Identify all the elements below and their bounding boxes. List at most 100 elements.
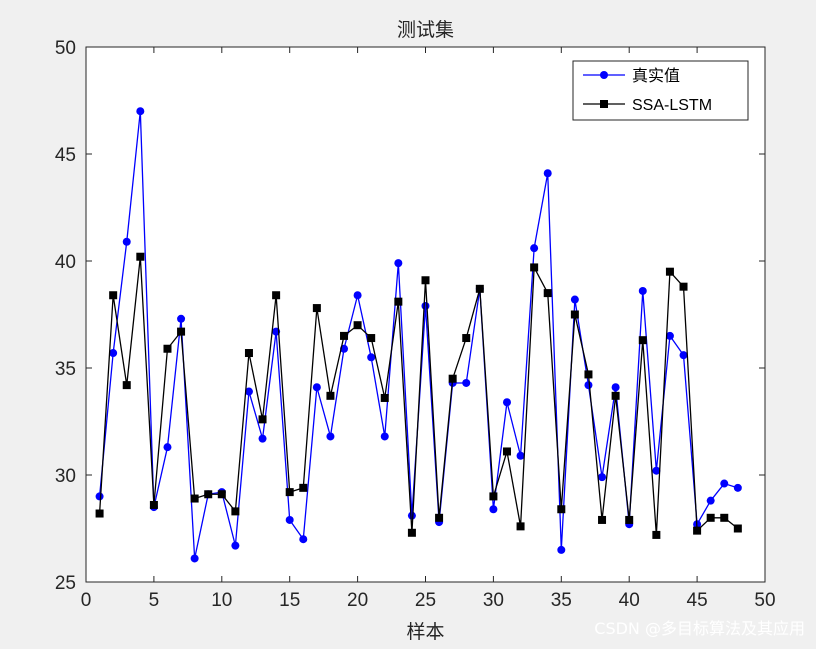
data-point [720,513,729,522]
data-point [543,169,552,178]
data-point [733,483,742,492]
data-point [190,554,199,563]
data-point [231,507,240,516]
data-point [693,526,702,535]
series-2 [95,252,742,539]
data-point [177,314,186,323]
data-point [367,353,376,362]
x-tick-label: 25 [415,590,436,611]
x-tick-label: 35 [551,590,572,611]
x-tick-label: 0 [81,590,92,611]
legend-label-series-2: SSA-LSTM [632,97,712,114]
data-point [638,286,647,295]
data-point [706,496,715,505]
data-point [244,349,253,358]
data-point [217,490,226,499]
data-point [489,492,498,501]
data-point [421,276,430,285]
data-point [163,443,172,452]
data-point [326,391,335,400]
data-point [299,483,308,492]
y-tick-label: 50 [55,38,76,59]
data-point [543,289,552,298]
data-point [475,284,484,293]
data-point [149,500,158,509]
data-point [312,383,321,392]
y-tick-label: 40 [55,252,76,273]
y-tick-label: 35 [55,359,76,380]
data-point [720,479,729,488]
data-point [380,432,389,441]
series-layer [95,107,742,563]
data-point [204,490,213,499]
data-point [122,381,131,390]
data-point [190,494,199,503]
data-point [598,473,607,482]
data-point [570,310,579,319]
data-point [109,291,118,300]
data-point [272,291,281,300]
x-tick-label: 10 [211,590,232,611]
data-point [584,381,593,390]
data-point [652,530,661,539]
data-point [611,391,620,400]
data-point [625,515,634,524]
y-tick-label: 45 [55,145,76,166]
legend-marker-series-2 [600,100,608,108]
legend-label-series-1: 真实值 [632,67,680,85]
legend-marker-series-1 [600,71,608,79]
y-axis-ticks: 25 30 35 40 45 50 [55,38,765,594]
x-axis-label: 样本 [406,621,444,643]
data-point [394,297,403,306]
series-1 [95,107,742,563]
data-point [394,259,403,268]
data-point [312,304,321,313]
data-point [557,505,566,514]
data-point [285,515,294,524]
data-point [502,398,511,407]
data-point [665,267,674,276]
watermark: CSDN @多目标算法及其应用 [594,619,805,638]
x-tick-label: 40 [619,590,640,611]
data-point [652,466,661,475]
data-point [285,488,294,497]
data-point [421,301,430,310]
data-point [570,295,579,304]
data-point [530,263,539,272]
data-point [163,344,172,353]
data-point [435,513,444,522]
data-point [462,378,471,387]
legend-box [572,60,749,121]
x-tick-label: 30 [483,590,504,611]
data-point [299,535,308,544]
data-point [611,383,620,392]
chart-title: 测试集 [397,19,454,41]
data-point [258,434,267,443]
data-point [665,331,674,340]
data-point [244,387,253,396]
x-tick-label: 45 [687,590,708,611]
x-tick-label: 20 [347,590,368,611]
x-tick-label: 50 [754,590,775,611]
data-point [638,336,647,345]
data-point [326,432,335,441]
data-point [448,374,457,383]
data-point [136,252,145,261]
data-point [340,331,349,340]
data-point [407,511,416,520]
data-point [109,349,118,358]
data-point [122,237,131,246]
data-point [489,505,498,514]
data-point [679,351,688,360]
data-point [258,415,267,424]
data-point [679,282,688,291]
data-point [95,509,104,518]
data-point [598,515,607,524]
x-tick-label: 15 [279,590,300,611]
data-point [177,327,186,336]
data-point [367,334,376,343]
data-point [353,321,362,330]
legend: 真实值 SSA-LSTM [572,60,749,121]
data-point [516,451,525,460]
